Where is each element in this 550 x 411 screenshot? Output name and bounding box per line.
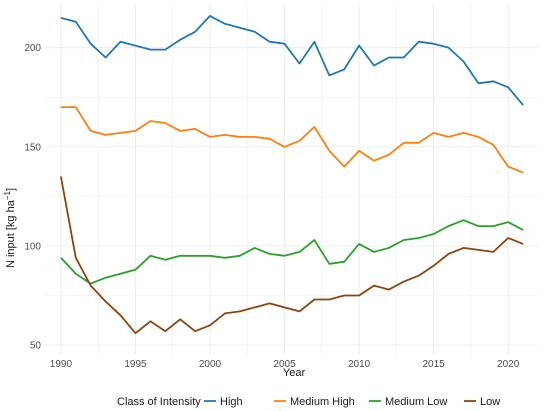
legend-label: Medium High bbox=[290, 396, 355, 408]
grid bbox=[46, 4, 538, 355]
x-tick-label: 1995 bbox=[124, 359, 147, 370]
legend-label: Low bbox=[480, 396, 500, 408]
x-tick-label: 2010 bbox=[348, 359, 371, 370]
series-line-high bbox=[60, 15, 524, 106]
x-tick-label: 1990 bbox=[50, 359, 73, 370]
series-line-low bbox=[60, 176, 524, 335]
y-tick-label: 150 bbox=[24, 142, 41, 153]
x-tick-label: 2020 bbox=[497, 359, 520, 370]
legend-label: High bbox=[220, 396, 243, 408]
x-tick-label: 2005 bbox=[273, 359, 296, 370]
legend-label: Medium Low bbox=[385, 396, 447, 408]
series-line-medium-high bbox=[60, 106, 524, 174]
y-tick-label: 50 bbox=[30, 341, 42, 352]
series-line-medium-low bbox=[60, 219, 524, 285]
x-axis-ticks: 1990 1995 2000 2005 2010 2015 2020 bbox=[50, 359, 520, 370]
x-axis-title: Year bbox=[283, 367, 306, 379]
legend: Class of Intensity High Medium High Medium… bbox=[117, 396, 500, 408]
y-axis-ticks: 50 100 150 200 bbox=[24, 43, 41, 351]
y-tick-label: 200 bbox=[24, 43, 41, 54]
y-axis-title: N input [kg ha−1] bbox=[3, 188, 18, 268]
legend-title: Class of Intensity bbox=[117, 396, 201, 408]
x-tick-label: 2015 bbox=[423, 359, 446, 370]
x-tick-label: 2000 bbox=[199, 359, 222, 370]
y-tick-label: 100 bbox=[24, 241, 41, 252]
series-lines bbox=[60, 15, 524, 335]
